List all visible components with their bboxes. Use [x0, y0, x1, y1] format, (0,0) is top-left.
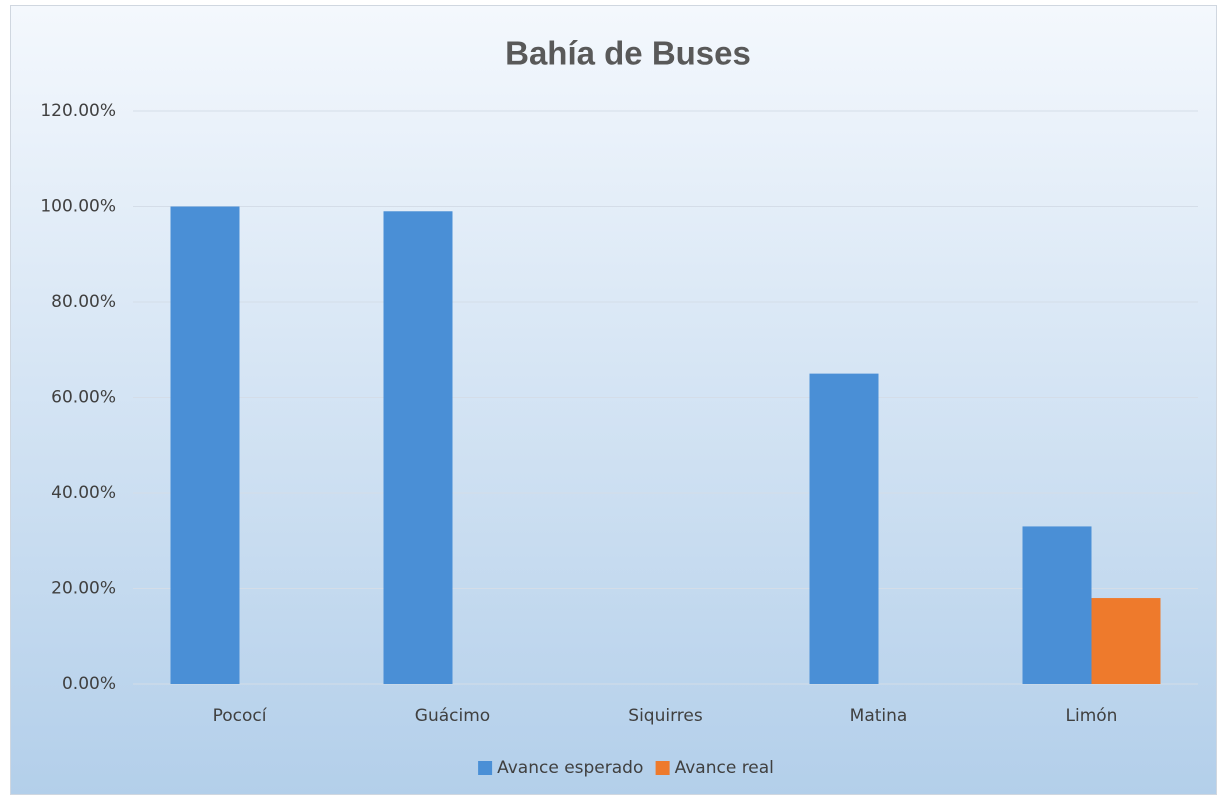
- chart-title: Bahía de Buses: [505, 35, 751, 72]
- legend-swatch: [655, 761, 670, 775]
- y-tick-label: 120.00%: [40, 101, 116, 121]
- legend-label: Avance real: [675, 758, 774, 778]
- bar: [809, 373, 879, 684]
- y-tick-label: 20.00%: [51, 579, 116, 599]
- y-tick-label: 0.00%: [62, 674, 116, 694]
- x-tick-label: Pococí: [213, 706, 268, 726]
- y-tick-label: 80.00%: [51, 292, 116, 312]
- x-tick-label: Siquirres: [628, 706, 703, 726]
- bar: [383, 211, 453, 684]
- bar: [1022, 526, 1092, 684]
- bar: [1091, 598, 1161, 684]
- y-tick-label: 60.00%: [51, 388, 116, 408]
- x-tick-label: Matina: [850, 706, 908, 726]
- y-tick-label: 100.00%: [40, 197, 116, 217]
- bar: [170, 206, 240, 684]
- y-tick-label: 40.00%: [51, 483, 116, 503]
- legend-label: Avance esperado: [497, 758, 643, 778]
- x-tick-label: Guácimo: [415, 706, 490, 726]
- x-tick-label: Limón: [1066, 706, 1118, 726]
- legend-swatch: [478, 761, 493, 775]
